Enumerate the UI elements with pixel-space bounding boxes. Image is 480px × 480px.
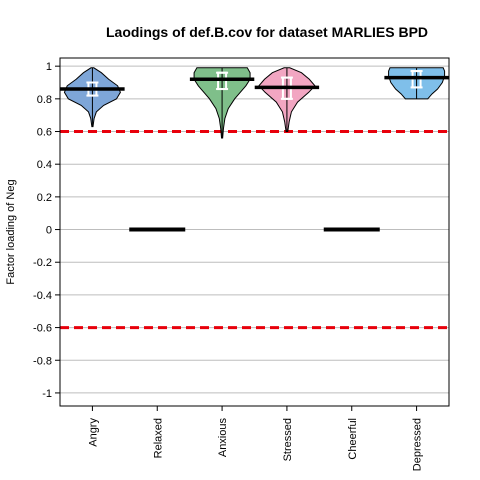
y-tick-label: 0 (46, 225, 52, 237)
x-tick-label: Anxious (217, 418, 229, 458)
x-tick-label: Stressed (282, 418, 294, 461)
y-axis: 1 0.8 0.6 0.4 0.2 0 -0.2 -0.4 -0.6 -0.8 -1 (33, 61, 60, 400)
y-tick-label: 0.8 (37, 94, 52, 106)
y-tick-label: 0.6 (37, 127, 52, 139)
y-tick-label: -0.8 (33, 355, 52, 367)
y-tick-label: -0.2 (33, 257, 52, 269)
x-axis: Angry Relaxed Anxious Stressed Cheerful Depre… (87, 406, 424, 471)
y-tick-label: 1 (46, 61, 52, 73)
violins (60, 67, 449, 232)
y-tick-label: -0.4 (33, 290, 52, 302)
x-tick-label: Relaxed (152, 418, 164, 458)
grid-lines (60, 65, 449, 394)
y-tick-label: 0.4 (37, 159, 52, 171)
reference-lines (60, 130, 449, 330)
y-tick-label: -1 (42, 388, 52, 400)
plot-frame (59, 57, 450, 407)
y-tick-label: -0.6 (33, 323, 52, 335)
y-tick-label: 0.2 (37, 192, 52, 204)
chart-title: Laodings of def.B.cov for dataset MARLIE… (106, 24, 428, 40)
y-axis-label: Factor loading of Neg (5, 179, 17, 284)
x-tick-label: Depressed (412, 418, 424, 471)
x-tick-label: Angry (87, 418, 99, 447)
x-tick-label: Cheerful (347, 418, 359, 460)
